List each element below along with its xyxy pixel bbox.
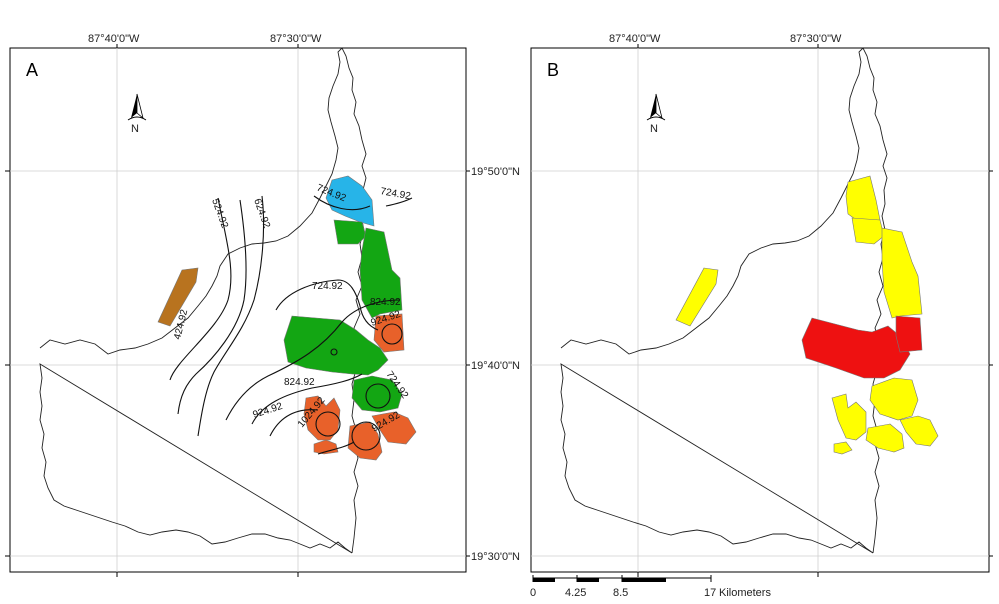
- zone-yellow-5: [899, 415, 939, 447]
- lat-label: 19°30'0"N: [471, 551, 520, 563]
- contour-line: [317, 441, 355, 455]
- contour-label: 824.92: [370, 297, 401, 308]
- zone-green-1: [333, 219, 367, 245]
- lon-label: 87°40'0"W: [88, 33, 140, 45]
- scale-tick-label: 17: [704, 587, 716, 599]
- contour-label: 724.92: [379, 186, 411, 202]
- contour-ring: [330, 348, 338, 356]
- contour-label: 724.92: [312, 281, 343, 292]
- zone-yellow-2: [851, 217, 885, 245]
- contour-line: [313, 195, 371, 211]
- panel-a: 524.92 624.92 424.92 724.92 724.92 724.9…: [5, 33, 520, 577]
- zone-blue: [325, 175, 375, 227]
- north-label: N: [650, 123, 658, 135]
- contour-line: [275, 279, 379, 331]
- contour-line: [385, 197, 413, 207]
- zone-green-4: [351, 375, 403, 413]
- north-label: N: [131, 123, 139, 135]
- panel-a-letter: A: [26, 60, 38, 80]
- lon-label: 87°30'0"W: [790, 33, 842, 45]
- contour-ring: [351, 421, 381, 451]
- zone-red-2: [895, 315, 923, 353]
- lat-label: 19°40'0"N: [471, 360, 520, 372]
- contour-line: [269, 409, 319, 437]
- contour-label: 824.92: [284, 377, 315, 388]
- lat-label: 19°50'0"N: [471, 166, 520, 178]
- scale-bar: 0 4.25 8.5 17 Kilometers: [530, 575, 771, 599]
- contour-line: [169, 197, 232, 381]
- scale-unit: Kilometers: [719, 587, 771, 599]
- zone-yellow-3: [881, 227, 923, 319]
- contour-line: [177, 199, 247, 415]
- zone-yellow-8: [833, 441, 853, 455]
- zone-yellow-4: [869, 377, 919, 421]
- zone-green-2: [359, 227, 403, 319]
- north-arrow-icon: N: [127, 93, 147, 135]
- zone-yellow-9: [675, 267, 719, 327]
- contour-line: [225, 299, 401, 421]
- lon-label: 87°40'0"W: [609, 33, 661, 45]
- zone-yellow-7: [831, 393, 867, 441]
- scale-tick-label: 0: [530, 587, 536, 599]
- zone-red-1: [801, 317, 911, 379]
- lon-label: 87°30'0"W: [270, 33, 322, 45]
- zone-brown: [157, 267, 199, 327]
- north-arrow-icon: N: [646, 93, 666, 135]
- panel-b: N B 87°40'0"W 87°30'0"W: [530, 33, 993, 577]
- contour-line: [197, 195, 265, 437]
- zone-green-3: [283, 315, 389, 376]
- scale-tick-label: 4.25: [565, 587, 586, 599]
- contour-ring: [315, 411, 341, 437]
- zone-yellow-6: [865, 423, 905, 453]
- contour-line: [251, 373, 363, 425]
- scale-tick-label: 8.5: [613, 587, 628, 599]
- zone-orange-4: [347, 421, 383, 461]
- contour-ring: [381, 323, 403, 345]
- contour-ring: [365, 383, 391, 409]
- zone-orange-5: [371, 411, 417, 445]
- panel-b-letter: B: [547, 60, 559, 80]
